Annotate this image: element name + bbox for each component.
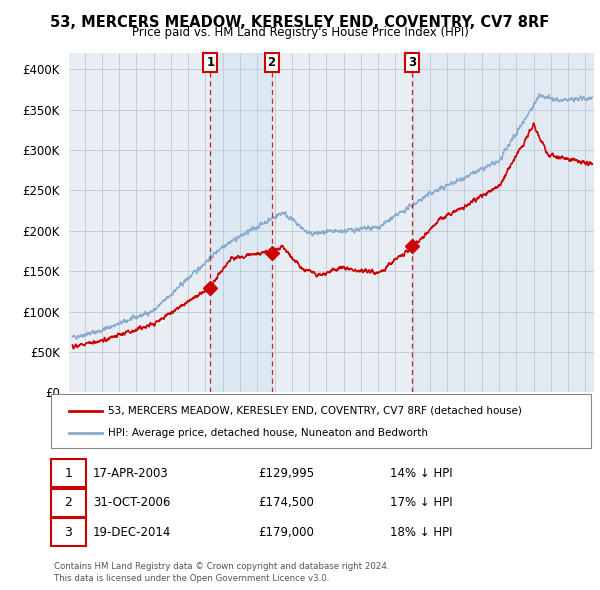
- Bar: [272, 53, 412, 392]
- Text: 1: 1: [64, 467, 73, 480]
- Text: 18% ↓ HPI: 18% ↓ HPI: [390, 526, 452, 539]
- Text: 53, MERCERS MEADOW, KERESLEY END, COVENTRY, CV7 8RF: 53, MERCERS MEADOW, KERESLEY END, COVENT…: [50, 15, 550, 30]
- Text: 17% ↓ HPI: 17% ↓ HPI: [390, 496, 452, 509]
- Text: Price paid vs. HM Land Registry's House Price Index (HPI): Price paid vs. HM Land Registry's House …: [131, 26, 469, 39]
- Text: 31-OCT-2006: 31-OCT-2006: [93, 496, 170, 509]
- Text: 1: 1: [206, 56, 215, 69]
- Text: 3: 3: [408, 56, 416, 69]
- Text: This data is licensed under the Open Government Licence v3.0.: This data is licensed under the Open Gov…: [54, 574, 329, 583]
- Bar: [412, 53, 594, 392]
- Text: £174,500: £174,500: [258, 496, 314, 509]
- Text: HPI: Average price, detached house, Nuneaton and Bedworth: HPI: Average price, detached house, Nune…: [108, 428, 428, 438]
- Text: £179,000: £179,000: [258, 526, 314, 539]
- Text: £129,995: £129,995: [258, 467, 314, 480]
- Text: 19-DEC-2014: 19-DEC-2014: [93, 526, 172, 539]
- Text: 3: 3: [64, 526, 73, 539]
- Text: 53, MERCERS MEADOW, KERESLEY END, COVENTRY, CV7 8RF (detached house): 53, MERCERS MEADOW, KERESLEY END, COVENT…: [108, 405, 522, 415]
- Text: 14% ↓ HPI: 14% ↓ HPI: [390, 467, 452, 480]
- Text: Contains HM Land Registry data © Crown copyright and database right 2024.: Contains HM Land Registry data © Crown c…: [54, 562, 389, 571]
- Text: 17-APR-2003: 17-APR-2003: [93, 467, 169, 480]
- Bar: [211, 53, 272, 392]
- Text: 2: 2: [64, 496, 73, 509]
- Text: 2: 2: [268, 56, 275, 69]
